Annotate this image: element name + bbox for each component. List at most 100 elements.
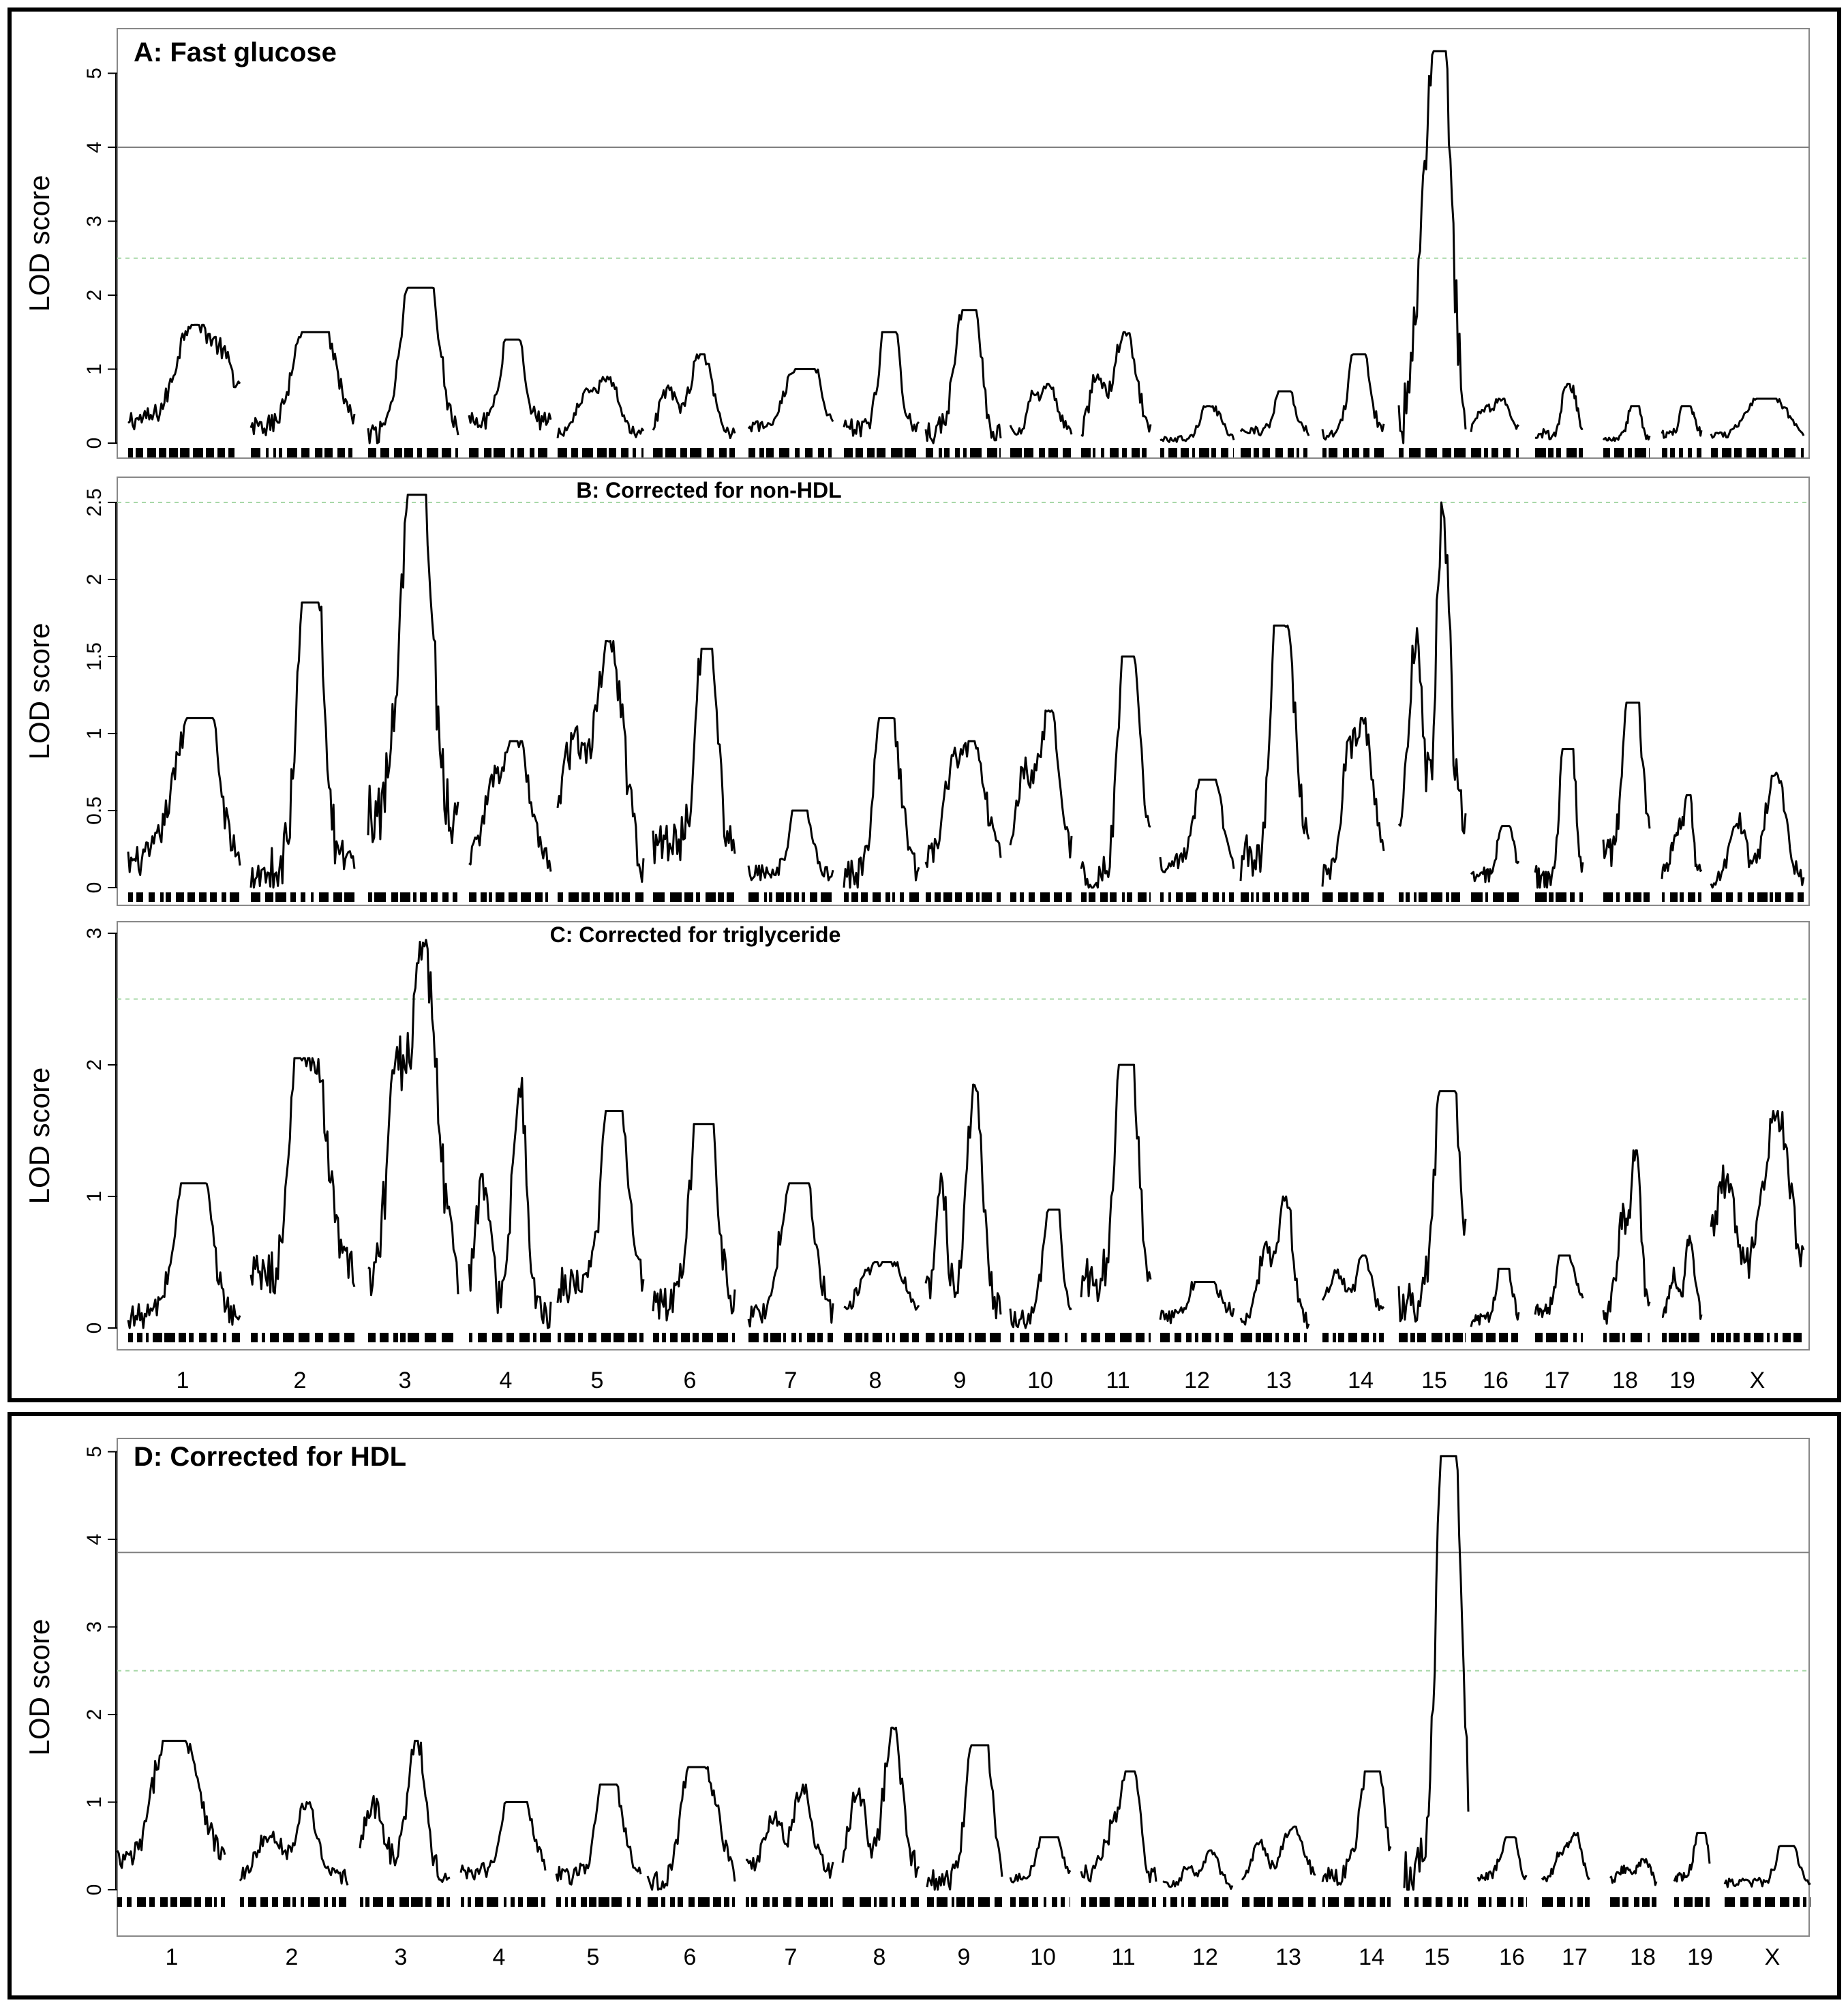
lod-curve-chr-7	[747, 368, 834, 433]
marker-rug	[1274, 892, 1279, 902]
lod-curve-chr-X	[1710, 397, 1805, 439]
marker-rug	[1338, 892, 1348, 902]
marker-rug	[1652, 1897, 1656, 1907]
marker-rug	[769, 892, 772, 902]
lod-curve-chr-12	[1162, 1849, 1234, 1890]
lod-curve-chr-X	[1723, 1845, 1811, 1888]
marker-rug	[279, 448, 282, 457]
marker-rug	[926, 1333, 935, 1342]
marker-rug	[127, 1897, 132, 1907]
marker-rug	[266, 448, 269, 457]
marker-rug	[817, 1333, 823, 1342]
y-tick-label: 4	[83, 1534, 106, 1545]
marker-rug	[217, 448, 225, 457]
marker-rug	[1149, 892, 1151, 902]
marker-rug	[400, 892, 410, 902]
marker-rug	[1404, 1897, 1409, 1907]
marker-rug	[360, 1897, 363, 1907]
marker-rug	[475, 1897, 483, 1907]
lod-curve-chr-14	[1321, 716, 1385, 887]
marker-rug	[861, 892, 868, 902]
marker-rug	[492, 1333, 502, 1342]
marker-rug	[1010, 1333, 1014, 1342]
plot-area	[117, 28, 1810, 459]
marker-rug	[1034, 1333, 1044, 1342]
lod-curve-chr-8	[843, 716, 920, 889]
marker-rug	[1127, 892, 1132, 902]
lod-curve-chr-11	[1080, 655, 1151, 889]
marker-rug	[187, 892, 195, 902]
marker-rug	[332, 1897, 336, 1907]
marker-rug	[1061, 1897, 1065, 1907]
marker-rug	[1399, 1333, 1408, 1342]
marker-rug	[558, 1333, 561, 1342]
marker-rug	[1010, 448, 1022, 457]
plot-area	[117, 921, 1810, 1350]
chromosome-label: 2	[286, 1944, 299, 1970]
marker-rug	[1048, 448, 1058, 457]
marker-rug	[228, 448, 234, 457]
marker-rug	[530, 448, 534, 457]
lod-curve-chr-8	[841, 1726, 920, 1878]
marker-rug	[232, 1333, 240, 1342]
marker-rug	[1643, 892, 1650, 902]
marker-rug	[230, 892, 239, 902]
chromosome-label: 14	[1359, 1944, 1384, 1970]
lod-curve-chr-9	[926, 1744, 1003, 1891]
chromosome-label: 4	[493, 1944, 506, 1970]
chromosome-label: 10	[1027, 1368, 1053, 1393]
marker-rug	[1359, 1897, 1364, 1907]
marker-rug	[290, 892, 296, 902]
marker-rug	[1725, 1897, 1735, 1907]
lod-curve-chr-3	[367, 939, 459, 1297]
marker-rug	[1029, 892, 1035, 902]
marker-rug	[1303, 448, 1307, 457]
marker-rug	[205, 1897, 212, 1907]
marker-rug	[599, 1897, 609, 1907]
marker-rug	[707, 448, 714, 457]
marker-rug	[892, 892, 895, 902]
marker-rug	[569, 892, 579, 902]
marker-rug	[1631, 1333, 1642, 1342]
marker-rug	[1263, 1333, 1272, 1342]
marker-rug	[1798, 892, 1804, 902]
lod-curve-chr-17	[1541, 1832, 1590, 1883]
marker-rug	[571, 1897, 576, 1907]
marker-rug	[614, 1333, 624, 1342]
marker-rug	[324, 1897, 328, 1907]
marker-rug	[1267, 1897, 1273, 1907]
marker-rug	[558, 448, 567, 457]
lod-curve-chr-13	[1239, 624, 1310, 881]
chromosome-label: 16	[1483, 1368, 1509, 1393]
marker-rug	[117, 1897, 122, 1907]
y-tick-label: 1	[83, 1796, 106, 1808]
marker-rug	[1419, 892, 1427, 902]
marker-rug	[1409, 448, 1421, 457]
marker-rug	[821, 892, 832, 902]
marker-rug	[1603, 1333, 1607, 1342]
marker-rug	[783, 1897, 791, 1907]
lod-curve-chr-1	[116, 1740, 226, 1869]
chromosome-label: 4	[500, 1368, 513, 1393]
y-tick-label: 3	[83, 928, 106, 939]
lod-curve-chr-13	[1239, 1195, 1310, 1329]
marker-rug	[911, 1897, 919, 1907]
marker-rug	[1181, 448, 1189, 457]
marker-rug	[1399, 448, 1404, 457]
marker-rug	[1579, 892, 1583, 902]
marker-rug	[808, 1897, 817, 1907]
y-tick-label: 2.5	[83, 488, 106, 517]
marker-rug	[1767, 1333, 1770, 1342]
lod-curve-chr-X	[1710, 771, 1805, 889]
marker-rug	[1211, 1897, 1220, 1907]
marker-rug	[1333, 1333, 1336, 1342]
marker-rug	[1254, 448, 1259, 457]
marker-rug	[506, 1333, 514, 1342]
marker-rug	[1142, 448, 1147, 457]
marker-rug	[935, 892, 941, 902]
marker-rug	[1484, 448, 1488, 457]
marker-rug	[1688, 1333, 1699, 1342]
marker-rug	[251, 1333, 258, 1342]
marker-rug	[886, 1333, 889, 1342]
